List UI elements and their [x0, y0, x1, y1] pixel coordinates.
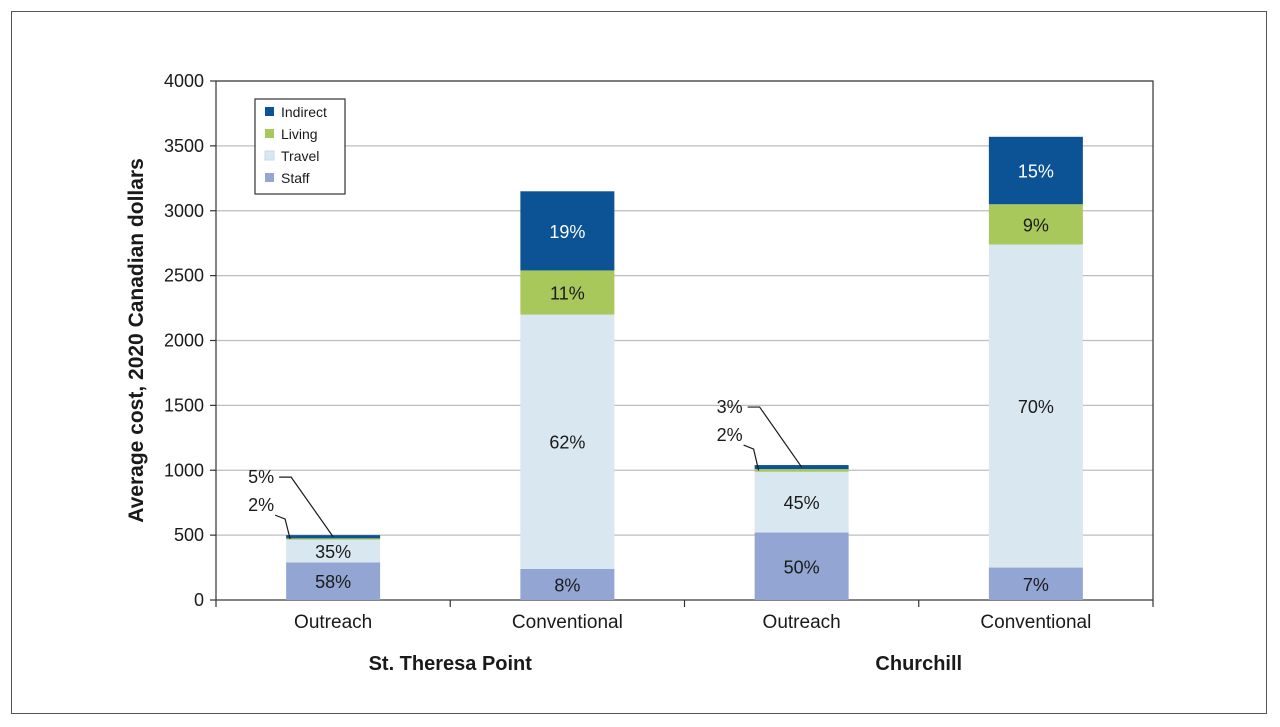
legend-swatch-staff: [265, 173, 274, 182]
x-category-label: Conventional: [512, 612, 623, 633]
data-label: 15%: [1018, 162, 1054, 182]
x-category-label: Outreach: [763, 612, 841, 633]
callout-leader: [279, 476, 334, 538]
y-tick-label: 500: [174, 525, 204, 545]
bar-segment-staff: [754, 532, 849, 600]
legend-swatch-living: [265, 129, 274, 138]
bar-segment-living: [988, 204, 1083, 245]
y-tick-label: 0: [194, 590, 204, 610]
y-tick-label: 2500: [164, 266, 204, 286]
bar-segment-indirect: [988, 136, 1083, 205]
data-label: 19%: [549, 222, 585, 242]
legend-label: Travel: [281, 148, 319, 164]
legend-label: Indirect: [281, 104, 327, 120]
callout-leader: [274, 514, 291, 540]
bar-segment-staff: [988, 567, 1083, 600]
group-label: St. Theresa Point: [369, 653, 533, 675]
group-label: Churchill: [875, 653, 962, 675]
data-label: 35%: [315, 542, 351, 562]
y-tick-label: 1000: [164, 460, 204, 480]
legend-label: Staff: [281, 170, 310, 186]
data-label: 58%: [315, 572, 351, 592]
data-label: 45%: [784, 493, 820, 513]
legend-label: Living: [281, 126, 318, 142]
bar-segment-travel: [988, 244, 1083, 568]
bar-segment-staff: [520, 568, 615, 600]
bar-segment-travel: [754, 471, 849, 533]
callout-label: 2%: [717, 425, 743, 445]
data-label: 9%: [1023, 215, 1049, 235]
y-tick-label: 1500: [164, 395, 204, 415]
callout-leader: [747, 406, 803, 468]
y-axis-label: Average cost, 2020 Canadian dollars: [125, 158, 148, 523]
data-label: 7%: [1023, 575, 1049, 595]
y-tick-label: 3500: [164, 136, 204, 156]
legend-swatch-indirect: [265, 107, 274, 116]
x-category-label: Conventional: [980, 612, 1091, 633]
y-tick-label: 4000: [164, 71, 204, 91]
bar-segment-living: [520, 270, 615, 315]
chart-frame: [11, 11, 1267, 714]
callout-label: 3%: [717, 397, 743, 417]
data-label: 11%: [550, 283, 585, 303]
bar-segment-staff: [286, 562, 381, 600]
bar-segment-travel: [286, 539, 381, 563]
data-label: 70%: [1018, 397, 1054, 417]
bar-segment-living: [754, 469, 849, 472]
callout-label: 5%: [248, 467, 274, 487]
legend-swatch-travel: [264, 150, 275, 161]
callout-label: 2%: [248, 495, 274, 515]
bar-segment-indirect: [520, 191, 615, 271]
bar-segment-living: [286, 538, 381, 540]
callout-leader: [743, 444, 760, 471]
data-label: 50%: [784, 557, 820, 577]
y-tick-label: 2000: [164, 331, 204, 351]
data-label: 62%: [549, 433, 585, 453]
x-category-label: Outreach: [294, 612, 372, 633]
data-label: 8%: [554, 575, 580, 595]
bar-segment-travel: [520, 314, 615, 569]
y-tick-label: 3000: [164, 201, 204, 221]
